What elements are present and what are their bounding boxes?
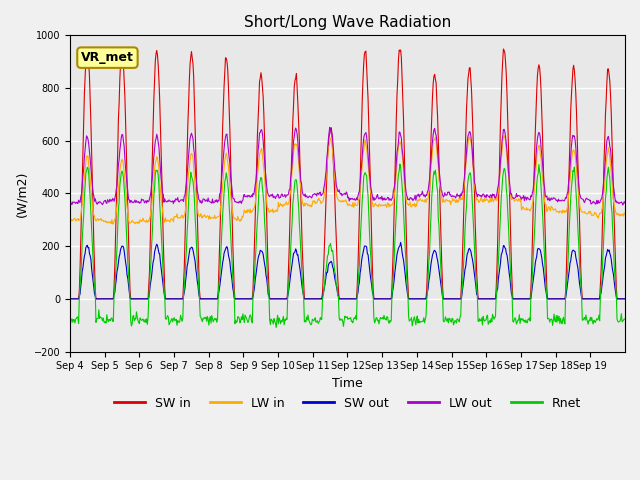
- LW out: [326, 124, 333, 130]
- LW in: [109, 221, 117, 227]
- SW out: [436, 279, 444, 285]
- Rnet: [282, 315, 290, 321]
- SW in: [282, 296, 289, 302]
- SW out: [406, 296, 413, 302]
- Line: SW out: SW out: [70, 242, 625, 299]
- Rnet: [621, 316, 629, 322]
- SW out: [233, 296, 241, 302]
- LW in: [234, 214, 242, 219]
- LW in: [621, 211, 629, 216]
- LW in: [262, 184, 269, 190]
- SW out: [66, 296, 74, 302]
- Rnet: [437, 273, 445, 279]
- LW out: [282, 194, 289, 200]
- Rnet: [406, 317, 414, 323]
- Line: SW in: SW in: [70, 49, 625, 299]
- Rnet: [260, 219, 268, 225]
- Rnet: [66, 316, 74, 322]
- LW in: [282, 199, 290, 205]
- SW in: [621, 296, 629, 302]
- Line: LW out: LW out: [70, 127, 625, 205]
- LW in: [436, 188, 444, 193]
- LW in: [406, 201, 413, 207]
- Line: Rnet: Rnet: [70, 164, 625, 327]
- LW out: [66, 199, 74, 205]
- Rnet: [233, 319, 241, 325]
- LW out: [260, 157, 268, 163]
- SW in: [131, 296, 139, 302]
- SW in: [233, 296, 241, 302]
- SW out: [282, 296, 289, 302]
- Rnet: [396, 161, 404, 167]
- LW out: [619, 202, 627, 208]
- SW in: [500, 46, 508, 52]
- SW in: [66, 296, 74, 302]
- SW in: [260, 137, 268, 143]
- LW out: [621, 200, 629, 206]
- LW in: [66, 216, 74, 222]
- SW out: [131, 296, 139, 302]
- LW in: [500, 133, 508, 139]
- Line: LW in: LW in: [70, 136, 625, 224]
- LW in: [132, 219, 140, 225]
- LW out: [233, 200, 241, 205]
- LW out: [436, 180, 444, 186]
- X-axis label: Time: Time: [332, 377, 363, 390]
- LW out: [406, 197, 413, 203]
- Y-axis label: (W/m2): (W/m2): [15, 170, 28, 216]
- Legend: SW in, LW in, SW out, LW out, Rnet: SW in, LW in, SW out, LW out, Rnet: [109, 392, 586, 415]
- Text: VR_met: VR_met: [81, 51, 134, 64]
- Title: Short/Long Wave Radiation: Short/Long Wave Radiation: [244, 15, 451, 30]
- SW out: [397, 240, 404, 245]
- SW out: [260, 261, 268, 267]
- Rnet: [131, 315, 139, 321]
- SW in: [436, 189, 444, 195]
- LW out: [131, 197, 139, 203]
- SW out: [621, 296, 629, 302]
- Rnet: [273, 324, 280, 330]
- SW in: [404, 296, 412, 302]
